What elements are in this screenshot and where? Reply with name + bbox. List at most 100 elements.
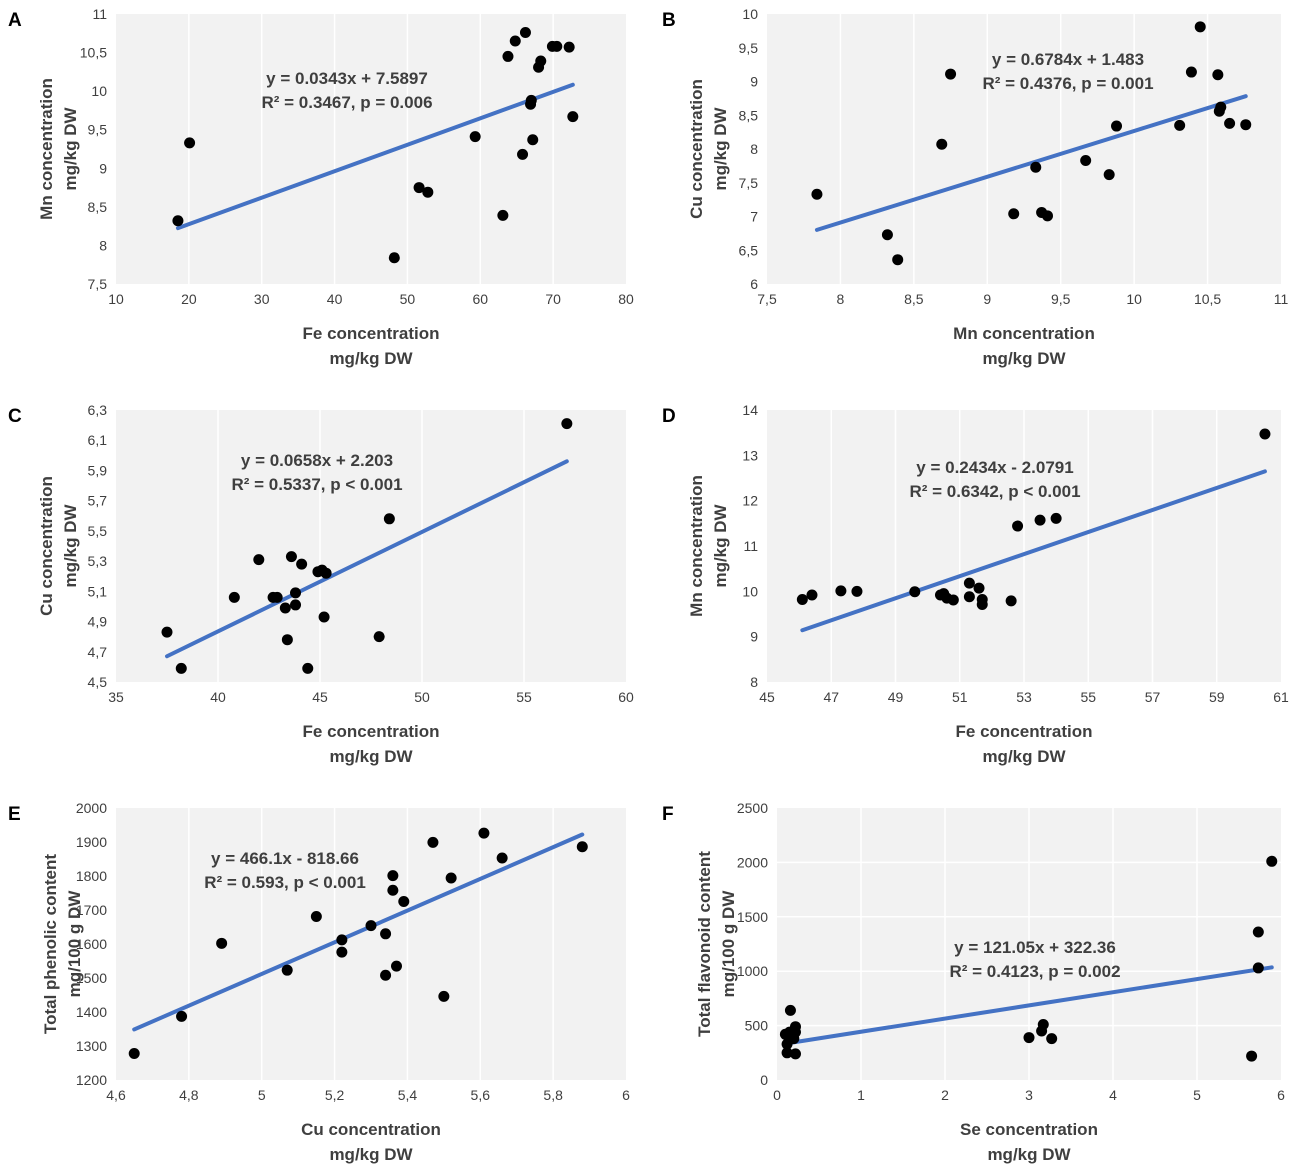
data-point — [909, 586, 921, 598]
x-axis-unit: mg/kg DW — [987, 1145, 1071, 1164]
data-point — [285, 551, 297, 563]
y-tick-label: 8 — [750, 141, 758, 157]
y-axis-title: Total phenolic content — [41, 854, 60, 1034]
y-tick-label: 5,7 — [88, 493, 108, 509]
data-point — [811, 188, 823, 200]
data-point — [976, 598, 988, 610]
data-point — [781, 1047, 793, 1059]
y-tick-label: 11 — [92, 6, 107, 22]
y-tick-label: 12 — [742, 493, 758, 509]
x-tick-label: 10 — [1126, 291, 1142, 307]
chart-panel-e: 4,6 4,8 5 5,2 5,4 5,6 5,8 6 1200 1300 1400 1500 1600… — [8, 800, 630, 1164]
x-tick-label: 50 — [400, 291, 416, 307]
y-tick-label: 8,5 — [88, 199, 108, 215]
x-tick-label: 8 — [837, 291, 845, 307]
regression-equation: y = 0.0343x + 7.5897 — [266, 69, 428, 88]
x-tick-label: 57 — [1145, 689, 1161, 705]
data-point — [1252, 962, 1264, 974]
y-tick-label: 0 — [760, 1072, 768, 1088]
x-tick-label: 5 — [258, 1087, 266, 1103]
panel-label: E — [8, 804, 21, 825]
y-tick-label: 14 — [742, 402, 758, 418]
y-tick-label: 2000 — [76, 800, 107, 816]
data-point — [388, 252, 400, 264]
data-point — [1266, 855, 1278, 867]
y-tick-label: 1500 — [737, 909, 768, 925]
data-point — [1215, 101, 1227, 113]
y-axis-title: Total flavonoid content — [695, 851, 714, 1037]
y-tick-label: 11 — [743, 538, 758, 554]
trend-line — [132, 832, 585, 1032]
y-tick-label: 8,5 — [739, 107, 759, 123]
regression-equation: y = 121.05x + 322.36 — [954, 938, 1116, 957]
x-tick-label: 45 — [759, 689, 775, 705]
data-point — [784, 1004, 796, 1016]
data-point — [1030, 161, 1042, 173]
chart-panel-f: 0 1 2 3 4 5 6 0 500 1000 1500 2000 2500 Se concentrat… — [662, 800, 1285, 1164]
data-point — [563, 41, 575, 53]
y-tick-label: 1200 — [76, 1072, 107, 1088]
chart-panel-a: 10 20 30 40 50 60 70 80 7,5 8 8,5 9 9,5 10 10,5 11 Fe co… — [8, 6, 634, 368]
y-tick-label: 1800 — [76, 868, 107, 884]
data-point — [175, 662, 187, 674]
x-tick-label: 59 — [1209, 689, 1225, 705]
x-axis-title: Fe concentration — [956, 722, 1093, 741]
x-tick-label: 5,4 — [398, 1087, 418, 1103]
y-tick-label: 6,5 — [739, 242, 759, 258]
data-point — [567, 111, 579, 123]
data-point — [1185, 66, 1197, 78]
y-tick-label: 2500 — [737, 800, 768, 816]
y-axis-title-group: Mn concentration mg/kg DW — [37, 78, 80, 220]
panel-label: B — [662, 10, 676, 31]
data-point — [320, 567, 332, 579]
data-point — [271, 591, 283, 603]
x-tick-label: 4,6 — [106, 1087, 126, 1103]
regression-stats: R² = 0.5337, p < 0.001 — [231, 475, 402, 494]
y-tick-label: 13 — [742, 447, 758, 463]
data-point — [806, 589, 818, 601]
x-tick-label: 53 — [1016, 689, 1032, 705]
y-tick-label: 6,1 — [88, 432, 108, 448]
y-tick-label: 5,5 — [88, 523, 108, 539]
x-tick-label: 3 — [1025, 1087, 1033, 1103]
y-axis-title-group: Cu concentration mg/kg DW — [687, 79, 730, 219]
x-axis-title: Fe concentration — [303, 722, 440, 741]
regression-stats: R² = 0.4376, p = 0.001 — [982, 74, 1153, 93]
x-tick-label: 30 — [254, 291, 270, 307]
y-tick-label: 1000 — [737, 963, 768, 979]
y-axis-title-group: Total phenolic content mg/100 g DW — [41, 854, 84, 1034]
data-point — [973, 582, 985, 594]
regression-stats: R² = 0.3467, p = 0.006 — [261, 93, 432, 112]
data-point — [365, 920, 377, 932]
y-tick-label: 2000 — [737, 854, 768, 870]
y-tick-label: 500 — [745, 1018, 769, 1034]
y-tick-label: 10,5 — [80, 45, 107, 61]
data-point — [945, 68, 957, 80]
data-point — [1080, 154, 1092, 166]
data-point — [509, 35, 521, 47]
x-tick-label: 20 — [181, 291, 197, 307]
y-tick-label: 10 — [742, 583, 758, 599]
data-point — [789, 1021, 801, 1033]
data-point — [496, 852, 508, 864]
y-axis-unit: mg/kg DW — [711, 106, 730, 190]
regression-equation: y = 466.1x - 818.66 — [211, 849, 359, 868]
x-tick-label: 6 — [1277, 1087, 1285, 1103]
y-tick-label: 7 — [750, 209, 758, 225]
data-point — [1240, 119, 1252, 131]
y-tick-label: 9 — [750, 74, 758, 90]
data-point — [279, 602, 291, 614]
y-axis-unit: mg/100 g DW — [719, 890, 738, 998]
x-tick-label: 10 — [108, 291, 124, 307]
data-point — [936, 138, 948, 150]
y-axis-unit: mg/kg DW — [711, 503, 730, 587]
y-tick-label: 4,5 — [88, 674, 108, 690]
data-point — [881, 229, 893, 241]
y-axis-title: Cu concentration — [687, 79, 706, 219]
x-tick-label: 2 — [941, 1087, 949, 1103]
x-axis-unit: mg/kg DW — [329, 349, 413, 368]
x-tick-label: 51 — [952, 689, 968, 705]
x-tick-label: 4,8 — [179, 1087, 199, 1103]
data-point — [478, 827, 490, 839]
